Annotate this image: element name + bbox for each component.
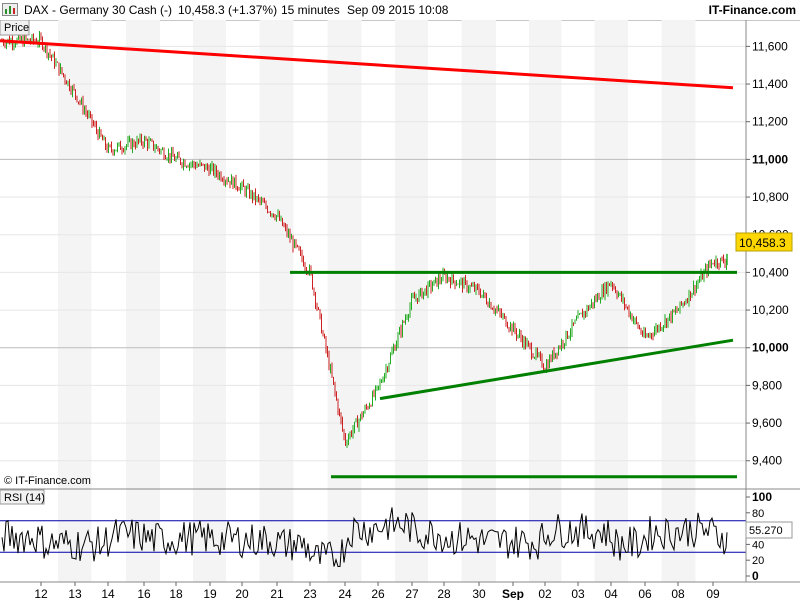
price-label: Price — [4, 22, 29, 34]
rsi-value-tag: 55.270 — [749, 525, 783, 537]
x-tick-label: 16 — [137, 587, 151, 600]
x-tick-label: 09 — [706, 587, 720, 600]
day-band — [327, 20, 362, 582]
chart-canvas[interactable]: Price © IT-Finance.com RSI (14) 11,600 11… — [0, 20, 800, 600]
x-tick-label: 19 — [203, 587, 217, 600]
rsi-label: RSI (14) — [4, 492, 45, 504]
x-tick-label: 28 — [437, 587, 451, 600]
x-tick-label: 20 — [235, 587, 249, 600]
x-tick-label: 08 — [671, 587, 685, 600]
price-tick-label: 10,000 — [752, 341, 789, 355]
price-panel: Price © IT-Finance.com — [0, 20, 746, 487]
price-tick-label: 10,400 — [752, 265, 789, 279]
day-band — [259, 20, 294, 582]
x-tick-label: 24 — [338, 587, 352, 600]
x-tick-label: 18 — [169, 587, 183, 600]
price-tick-label: 11,000 — [752, 152, 788, 166]
price-tick-label: 11,200 — [752, 115, 788, 129]
brand-label: IT-Finance.com — [708, 3, 796, 17]
rsi-tick-label: 20 — [752, 555, 764, 567]
rsi-tick-label: 0 — [752, 569, 759, 583]
day-band — [193, 20, 226, 582]
last-price-tag: 10,458.3 — [739, 236, 786, 250]
rsi-label-box — [0, 489, 45, 505]
rsi-value-tag-box — [745, 521, 793, 539]
price-gridlines — [0, 45, 746, 462]
last-price-tag-box — [735, 232, 793, 252]
x-tick-label: 26 — [371, 587, 385, 600]
rsi-panel: RSI (14) — [0, 489, 746, 567]
price-candles — [1, 31, 728, 448]
x-tick-label: 04 — [604, 587, 618, 600]
rsi-reference-lines — [0, 520, 746, 553]
day-bands — [58, 20, 696, 582]
x-tick-label: 23 — [303, 587, 317, 600]
trendline-red — [0, 39, 734, 90]
x-tick-label: 14 — [101, 587, 115, 600]
price-tick-label: 10,200 — [752, 303, 789, 317]
rsi-tick-label: 40 — [752, 539, 764, 551]
day-band — [58, 20, 92, 582]
rsi-line — [1, 507, 728, 567]
price-tick-label: 9,800 — [752, 378, 782, 392]
price-y-axis: 11,60011,40011,20011,00010,80010,60010,4… — [746, 39, 789, 468]
copyright-label: © IT-Finance.com — [4, 475, 91, 487]
bar-chart-logo-icon — [2, 3, 18, 16]
timestamp-label: Sep 09 2015 10:08 — [347, 3, 449, 17]
x-tick-label: 30 — [472, 587, 486, 600]
price-tick-label: 9,400 — [752, 454, 782, 468]
day-band — [529, 20, 562, 582]
rsi-tick-label: 100 — [752, 490, 772, 504]
trendlines — [0, 39, 737, 479]
day-band — [126, 20, 160, 582]
x-tick-label: 21 — [270, 587, 284, 600]
x-tick-label: 13 — [68, 587, 82, 600]
day-band — [661, 20, 696, 582]
price-label-box — [0, 20, 30, 36]
interval-label: 15 minutes — [281, 3, 340, 17]
x-tick-label: 12 — [34, 587, 48, 600]
price-tick-label: 9,600 — [752, 416, 782, 430]
x-tick-label: 03 — [571, 587, 585, 600]
last-price-change: 10,458.3 (+1.37%) — [178, 3, 278, 17]
x-tick-label: 02 — [538, 587, 552, 600]
price-tick-label: 10,800 — [752, 190, 789, 204]
rsi-tick-label: 80 — [752, 508, 764, 520]
chart-header: DAX - Germany 30 Cash (-) 10,458.3 (+1.3… — [0, 0, 800, 21]
x-tick-label: Sep — [502, 587, 524, 600]
x-tick-label: 27 — [405, 587, 419, 600]
symbol-title: DAX - Germany 30 Cash (-) — [24, 3, 173, 17]
price-tick-label: 11,600 — [752, 39, 788, 53]
time-x-axis: 12 13 14 16 18 19 20 21 23 24 26 27 28 30 Sep 02 03 04 06 0… — [34, 582, 720, 600]
trendline-green — [379, 338, 734, 401]
price-tick-label: 11,400 — [752, 77, 788, 91]
x-tick-label: 06 — [638, 587, 652, 600]
day-band — [461, 20, 496, 582]
